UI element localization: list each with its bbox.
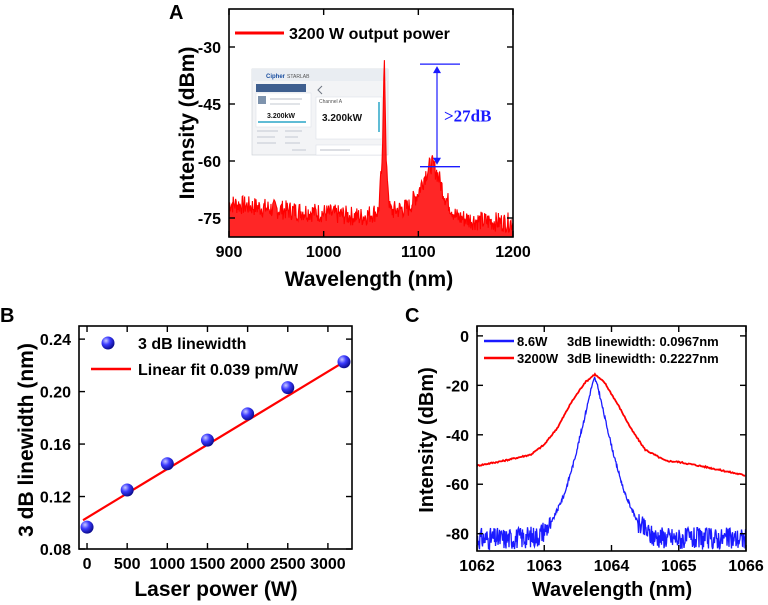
plot-c-xlabel: Wavelength (nm) <box>532 579 692 601</box>
x-tick-label: 1062 <box>459 558 495 575</box>
data-point <box>241 407 255 421</box>
plot-b-axes: 0 500 1000 1500 2000 2500 3000 0.08 0.12 0.16 0.20… <box>40 325 353 573</box>
panel-a-letter: A <box>169 2 183 24</box>
y-tick-label: -60 <box>198 154 221 171</box>
series-a-fill <box>229 60 513 237</box>
plot-b-xlabel: Laser power (W) <box>134 578 297 601</box>
x-tick-label: 500 <box>114 556 141 573</box>
inset-left-power: 3.200kW <box>267 113 295 120</box>
plot-frame <box>78 325 353 550</box>
legend-c-name-1: 3200W <box>517 351 559 366</box>
inset-main-power: 3.200kW <box>322 113 363 124</box>
legend-b-label-0: 3 dB linewidth <box>138 336 246 353</box>
plot-a-ylabel: Intensity (dBm) <box>176 47 199 200</box>
plot-b-ylabel: 3 dB linewidth (nm) <box>15 343 38 537</box>
y-tick-label: -40 <box>446 428 469 445</box>
y-tick-label: 0 <box>460 329 469 346</box>
fit-line <box>82 358 349 522</box>
panel-a: A Cipher STARLAB 3.200kW Channel A 3.200 <box>169 2 531 291</box>
data-point <box>120 483 134 497</box>
x-tick-label: 1500 <box>190 556 226 573</box>
legend-b: 3 dB linewidth Linear fit 0.039 pm/W <box>91 336 299 379</box>
panel-c-letter: C <box>405 305 419 327</box>
plot-c-data <box>477 372 746 551</box>
annotation-label: >27dB <box>444 106 491 125</box>
y-tick-label: -30 <box>198 40 221 57</box>
x-tick-label: 1100 <box>401 244 436 261</box>
plot-a-annotation: >27dB <box>420 63 491 168</box>
inset-screenshot: Cipher STARLAB 3.200kW Channel A 3.200kW <box>251 68 389 156</box>
y-tick-label: 0.16 <box>40 437 71 454</box>
plot-b-data <box>80 355 351 534</box>
data-point <box>337 355 351 369</box>
y-tick-label: -80 <box>446 527 469 544</box>
data-point <box>160 457 174 471</box>
data-point <box>281 381 295 395</box>
plot-a-xlabel: Wavelength (nm) <box>285 268 453 291</box>
panel-b: B 0 500 1000 1500 2000 2500 3000 0.08 0.12 0.16 0.… <box>0 305 353 601</box>
annotation-arrow-up <box>433 66 441 74</box>
plot-c-axes: 1062 1063 1064 1065 1066 -80 -60 -40 -20 0 <box>446 325 764 575</box>
plot-a-axes: 900 1000 1100 1200 -75 -60 -45 -30 <box>198 8 531 261</box>
legend-b-marker <box>101 336 115 350</box>
inset-brand: Cipher <box>266 74 286 80</box>
x-tick-label: 2500 <box>270 556 306 573</box>
panel-c: C 1062 1063 1064 1065 1066 -80 -60 -40 -20 0 8.6W… <box>405 305 764 601</box>
plot-a-data <box>229 60 513 237</box>
x-tick-label: 0 <box>83 556 92 573</box>
legend-c: 8.6W 3dB linewidth: 0.0967nm 3200W 3dB l… <box>484 334 719 366</box>
y-tick-label: -45 <box>198 97 221 114</box>
series-c-3200w-line <box>477 372 746 477</box>
x-tick-label: 900 <box>216 244 243 261</box>
x-tick-label: 1200 <box>495 244 531 261</box>
legend-a: 3200 W output power <box>235 26 450 43</box>
annotation-arrow-down <box>433 157 441 165</box>
x-tick-label: 1065 <box>661 558 697 575</box>
x-tick-label: 2000 <box>230 556 266 573</box>
legend-c-name-0: 8.6W <box>517 334 548 349</box>
plot-frame <box>228 8 514 238</box>
legend-c-desc-1: 3dB linewidth: 0.2227nm <box>567 351 719 366</box>
y-tick-label: -60 <box>446 477 469 494</box>
data-point <box>200 433 214 447</box>
y-tick-label: 0.24 <box>40 332 71 349</box>
y-tick-label: 0.20 <box>40 385 71 402</box>
y-tick-label: -20 <box>446 378 469 395</box>
legend-a-label: 3200 W output power <box>289 26 450 43</box>
x-tick-label: 1000 <box>150 556 186 573</box>
legend-b-label-1: Linear fit 0.039 pm/W <box>138 362 299 379</box>
x-tick-label: 1063 <box>526 558 562 575</box>
inset-main-label: Channel A <box>319 99 343 105</box>
panel-b-letter: B <box>0 305 14 327</box>
x-tick-label: 1000 <box>306 244 342 261</box>
legend-c-desc-0: 3dB linewidth: 0.0967nm <box>567 334 719 349</box>
series-c-8w-line <box>477 376 746 551</box>
x-tick-label: 1064 <box>594 558 630 575</box>
y-tick-label: -75 <box>198 211 221 228</box>
x-tick-label: 3000 <box>310 556 346 573</box>
inset-product: STARLAB <box>287 74 310 80</box>
y-tick-label: 0.12 <box>40 490 71 507</box>
y-tick-label: 0.08 <box>40 542 71 559</box>
plot-c-ylabel: Intensity (dBm) <box>416 367 438 513</box>
data-point <box>80 520 94 534</box>
x-tick-label: 1066 <box>728 558 764 575</box>
